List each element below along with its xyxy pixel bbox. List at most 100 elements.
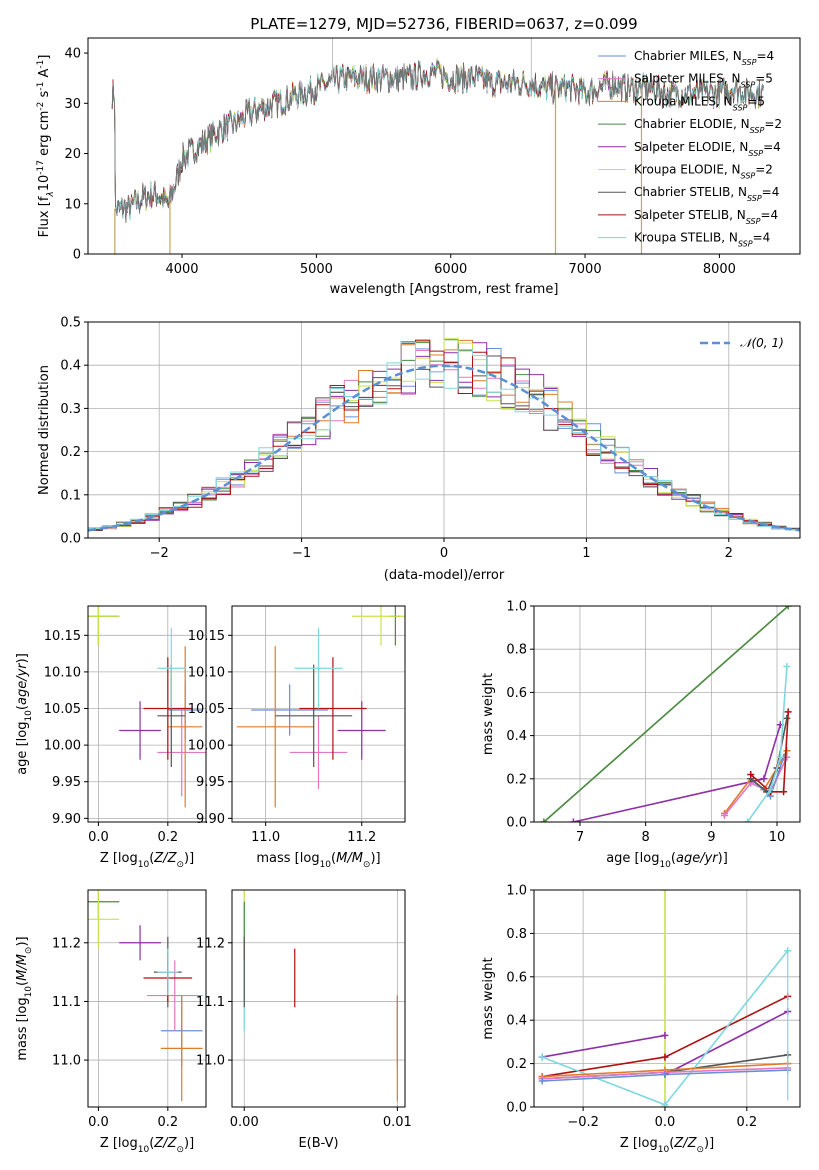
x-tick-label: 8 <box>642 830 650 845</box>
panel-mass-vs-Z: 0.0 0.2 11.0 11.1 11.2 Z [log10(Z/Z⊙)] mass [l… <box>15 889 207 1155</box>
mass-weight-line <box>573 724 782 822</box>
x-tick-label: 8000 <box>703 262 736 277</box>
x-tick-label: 9 <box>707 830 715 845</box>
y-axis-label: mass weight <box>481 957 496 1039</box>
mass-weight-point <box>661 1053 669 1061</box>
y-tick-label: 10.15 <box>188 629 225 644</box>
axes-frame <box>87 321 801 539</box>
plot-area <box>243 890 398 1102</box>
x-tick-label: 6000 <box>434 262 467 277</box>
x-axis-label: (data-model)/error <box>384 568 505 583</box>
x-tick-label: 0 <box>440 546 448 561</box>
y-tick-label: 0.0 <box>506 1101 527 1116</box>
legend-label: Kroupa ELODIE, NSSP=2 <box>634 163 773 181</box>
y-tick-label: 0.2 <box>506 772 527 787</box>
x-tick-label: −2 <box>150 546 169 561</box>
y-tick-label: 10.05 <box>44 702 81 717</box>
x-tick-label: 11.0 <box>251 830 280 845</box>
axes-frame <box>87 605 207 823</box>
plot-area <box>538 890 792 1107</box>
mass-weight-point <box>661 890 669 894</box>
x-tick-label: 0.2 <box>736 1115 757 1130</box>
y-axis-label: age [log10(age/yr)] <box>15 653 34 775</box>
y-tick-label: 0.4 <box>60 359 81 374</box>
plot-area <box>111 38 764 254</box>
axes-frame <box>87 889 207 1108</box>
mass-weight-line <box>746 666 788 822</box>
axes-frame <box>231 889 406 1108</box>
y-tick-label: 10.00 <box>44 739 81 754</box>
legend-label: Chabrier STELIB, NSSP=4 <box>634 185 779 203</box>
plot-area <box>88 890 203 1102</box>
y-tick-label: 10.00 <box>188 739 225 754</box>
legend-label: 𝒩(0, 1) <box>740 336 784 350</box>
mass-weight-line <box>750 711 789 793</box>
y-tick-label: 11.0 <box>196 1054 225 1069</box>
y-tick-label: 9.90 <box>52 812 81 827</box>
panel-mass-weight-vs-age: 7 8 9 10 0.0 0.2 0.4 0.6 0.8 1.0 age [log10(age/yr… <box>481 600 801 870</box>
x-tick-label: 0.01 <box>383 1115 412 1130</box>
x-tick-label: 4000 <box>165 262 198 277</box>
legend-label: Salpeter STELIB, NSSP=4 <box>634 208 778 226</box>
y-tick-label: 0.8 <box>506 643 527 658</box>
x-tick-label: 0.2 <box>157 830 178 845</box>
plot-area <box>236 606 405 808</box>
mass-weight-line <box>664 1010 789 1076</box>
mass-weight-point <box>780 788 788 796</box>
panel-age-vs-Z: 0.0 0.2 9.90 9.95 10.00 10.05 10.10 10.15 Z [log… <box>15 605 207 870</box>
legend-label: Salpeter ELODIE, NSSP=4 <box>634 140 781 158</box>
mass-weight-point <box>538 1077 546 1085</box>
mass-weight-point <box>538 1053 546 1061</box>
y-tick-label: 0.4 <box>506 1014 527 1029</box>
panels-container: 4000 5000 6000 7000 8000010203040wavelength … <box>15 37 801 1155</box>
y-tick-label: 0 <box>73 248 81 263</box>
y-axis-label: Normed distribution <box>37 365 52 495</box>
y-tick-label: 0.0 <box>506 816 527 831</box>
y-tick-label: 9.90 <box>196 812 225 827</box>
figure-title: PLATE=1279, MJD=52736, FIBERID=0637, z=0… <box>250 15 637 33</box>
x-axis-label: E(B-V) <box>298 1136 338 1151</box>
x-tick-label: 2 <box>725 546 733 561</box>
x-tick-label: 5000 <box>300 262 333 277</box>
mass-weight-point <box>776 753 784 761</box>
legend-label: Kroupa MILES, NSSP=5 <box>634 94 765 112</box>
x-tick-label: 0.2 <box>157 1115 178 1130</box>
x-axis-label: mass [log10(M/M⊙)] <box>256 851 380 870</box>
y-tick-label: 10.10 <box>44 665 81 680</box>
axes-frame <box>533 889 801 1108</box>
y-tick-label: 0.2 <box>506 1057 527 1072</box>
y-tick-label: 10.10 <box>188 665 225 680</box>
mass-weight-point <box>720 812 728 820</box>
axes-frame <box>87 37 801 255</box>
y-tick-label: 0.6 <box>506 970 527 985</box>
normal-pdf-curve <box>88 364 800 532</box>
x-axis-label: age [log10(age/yr)] <box>606 851 728 870</box>
y-tick-label: 9.95 <box>52 775 81 790</box>
y-tick-label: 0.1 <box>60 488 81 503</box>
y-axis-label: mass weight <box>481 673 496 755</box>
y-axis-label: Flux [fλ10-17 erg cm-2 s-1 A-1] <box>36 55 56 238</box>
panel-age-vs-mass: 11.0 11.2 9.90 9.95 10.00 10.05 10.10 10.15 mass… <box>188 605 406 870</box>
x-tick-label: 1 <box>582 546 590 561</box>
y-tick-label: 0.5 <box>60 316 81 331</box>
panel-residual-distribution: −2 −1 0 1 2 0.0 0.1 0.2 0.3 0.4 0.5 (data-model)/er… <box>37 316 801 583</box>
mass-weight-point <box>766 786 774 794</box>
panel-mass-weight-vs-Z: −0.2 0.0 0.2 0.0 0.2 0.4 0.6 0.8 1.0 Z [log10(Z/Z… <box>481 884 801 1155</box>
mass-weight-point <box>743 818 751 822</box>
x-tick-label: 0.0 <box>655 1115 676 1130</box>
y-tick-label: 1.0 <box>506 600 527 615</box>
x-axis-label: Z [log10(Z/Z⊙)] <box>100 1136 194 1155</box>
y-tick-label: 10.05 <box>188 702 225 717</box>
mass-weight-point <box>661 1070 669 1078</box>
x-tick-label: −0.2 <box>567 1115 599 1130</box>
mass-weight-point <box>747 770 755 778</box>
spectrum-data-line <box>111 60 764 224</box>
plot-area <box>540 606 792 822</box>
x-tick-label: 7 <box>576 830 584 845</box>
y-tick-label: 0.6 <box>506 686 527 701</box>
legend-label: Kroupa STELIB, NSSP=4 <box>634 231 770 249</box>
y-tick-label: 0.4 <box>506 729 527 744</box>
y-tick-label: 11.2 <box>196 936 225 951</box>
y-tick-label: 0.0 <box>60 532 81 547</box>
x-axis-label: Z [log10(Z/Z⊙)] <box>100 851 194 870</box>
